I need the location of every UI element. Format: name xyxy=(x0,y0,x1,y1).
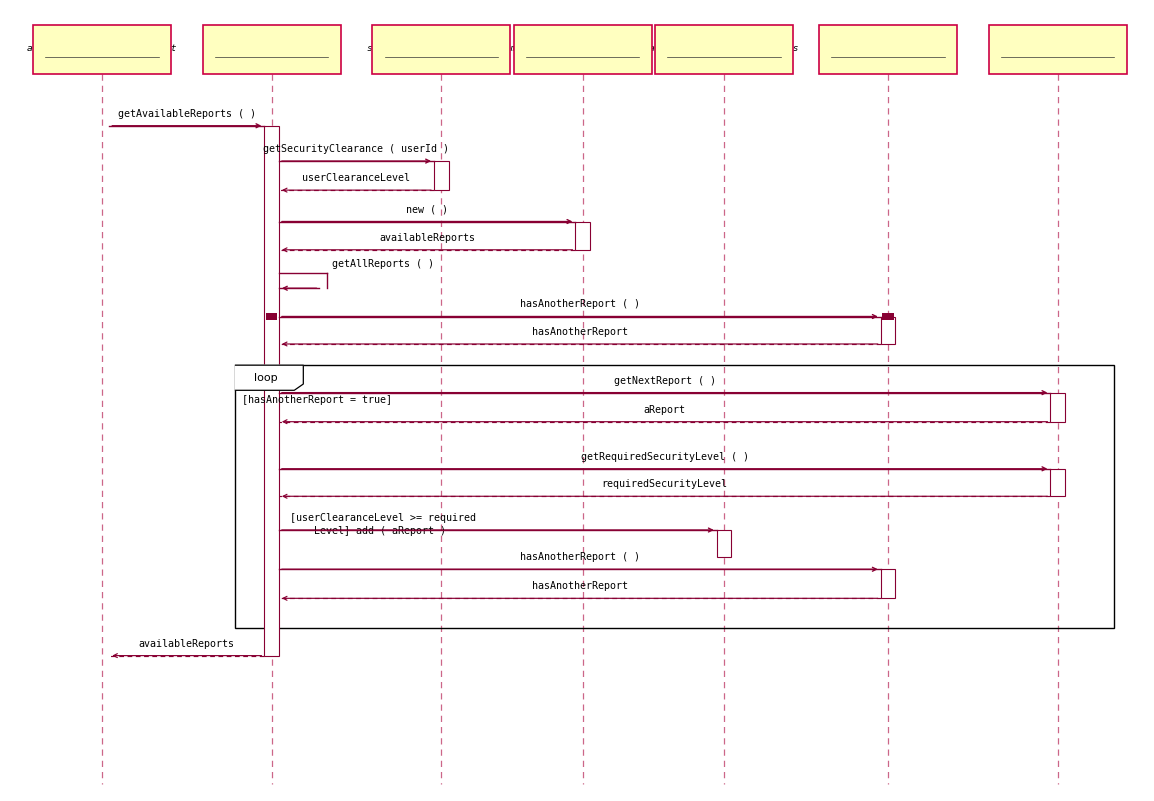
Bar xyxy=(881,316,896,344)
Text: availableReports: availableReports xyxy=(380,233,475,243)
Bar xyxy=(514,26,652,74)
Text: Level] add ( aReport ): Level] add ( aReport ) xyxy=(291,525,447,536)
Text: getRequiredSecurityLevel ( ): getRequiredSecurityLevel ( ) xyxy=(580,452,749,461)
Text: getAvailableReports ( ): getAvailableReports ( ) xyxy=(118,109,256,119)
Text: system : ReportingSystem: system : ReportingSystem xyxy=(203,44,340,53)
Bar xyxy=(264,126,279,655)
Text: [hasAnotherReport = true]: [hasAnotherReport = true] xyxy=(242,395,392,405)
Polygon shape xyxy=(235,365,304,390)
Bar xyxy=(819,26,957,74)
Bar xyxy=(33,26,171,74)
Text: getNextReport ( ): getNextReport ( ) xyxy=(614,376,715,385)
Bar xyxy=(881,570,896,598)
Text: hasAnotherReport ( ): hasAnotherReport ( ) xyxy=(519,300,639,309)
Text: availableReports : Reports: availableReports : Reports xyxy=(650,44,799,53)
Bar xyxy=(265,312,277,320)
Bar xyxy=(717,530,732,557)
Bar xyxy=(434,161,449,190)
Text: loop: loop xyxy=(254,372,278,383)
Text: new ( ): new ( ) xyxy=(406,204,448,215)
Text: getSecurityClearance ( userId ): getSecurityClearance ( userId ) xyxy=(263,144,449,154)
Text: secSystem : SecuritySystem: secSystem : SecuritySystem xyxy=(367,44,516,53)
Bar xyxy=(1050,392,1065,421)
Bar xyxy=(883,312,893,320)
Text: aReport: aReport xyxy=(644,405,685,415)
Text: reportsEnu : Reports: reportsEnu : Reports xyxy=(831,44,945,53)
Text: userClearanceLevel: userClearanceLevel xyxy=(302,173,411,183)
Bar xyxy=(235,365,1114,628)
Text: getAllReports ( ): getAllReports ( ) xyxy=(332,260,434,269)
Text: requiredSecurityLevel: requiredSecurityLevel xyxy=(601,479,728,489)
Bar xyxy=(989,26,1126,74)
Text: aReport : Report: aReport : Report xyxy=(1012,44,1103,53)
Text: hasAnotherReport: hasAnotherReport xyxy=(532,582,628,591)
Text: [userClearanceLevel >= required: [userClearanceLevel >= required xyxy=(291,513,477,523)
Text: analyst : FinancialAnalyst: analyst : FinancialAnalyst xyxy=(28,44,177,53)
Text: hasAnotherReport: hasAnotherReport xyxy=(532,327,628,337)
Text: : Reports: : Reports xyxy=(556,44,608,53)
Bar xyxy=(1050,469,1065,497)
Bar xyxy=(373,26,510,74)
Text: availableReports: availableReports xyxy=(138,638,234,649)
Bar xyxy=(576,222,590,250)
Bar xyxy=(203,26,340,74)
Text: hasAnotherReport ( ): hasAnotherReport ( ) xyxy=(519,552,639,562)
Bar xyxy=(655,26,793,74)
